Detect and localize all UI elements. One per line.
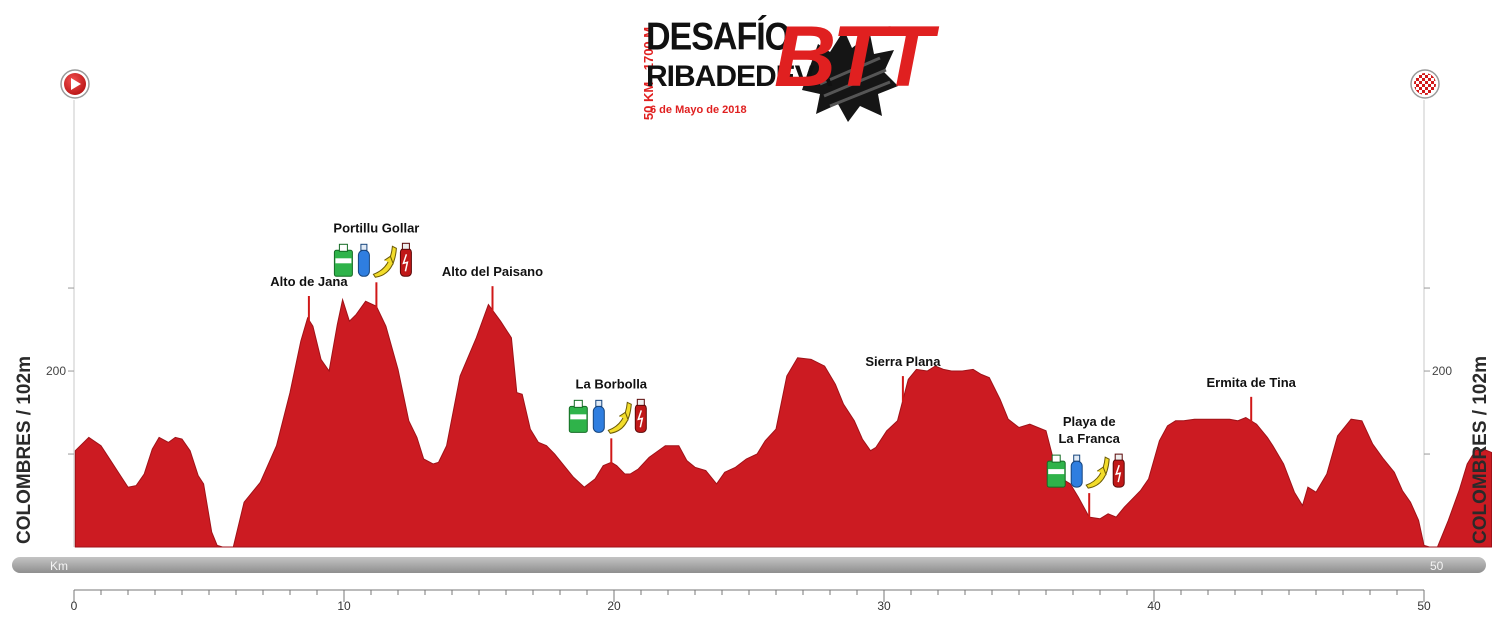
waypoint-label: Playa de <box>1063 414 1116 429</box>
waypoint-alto-de-jana: Alto de Jana <box>270 274 348 322</box>
waypoint-playa-de-la-franca: Playa de La Franca <box>1046 414 1125 520</box>
play-start-icon <box>60 69 90 99</box>
waypoint-label: Portillu Gollar <box>333 220 419 235</box>
waypoint-label: La Franca <box>1058 431 1120 446</box>
waypoint-sierra-plana: Sierra Plana <box>865 354 941 403</box>
isotonic-drink-icon <box>333 243 353 277</box>
waypoint-label: Ermita de Tina <box>1207 375 1297 390</box>
banana-icon <box>1085 456 1110 489</box>
x-tick-label: 40 <box>1147 599 1161 613</box>
event-logo: 50 KM - 1700 M DESAFÍO RIBADEDEVA 6 de M… <box>620 9 933 126</box>
km-bar-right-label: 50 <box>1430 559 1444 573</box>
checkered-flag-icon <box>1410 69 1440 99</box>
waypoint-portillu-gollar: Portillu Gollar <box>333 220 419 309</box>
isotonic-drink-icon <box>568 399 588 433</box>
x-tick-label: 50 <box>1417 599 1431 613</box>
x-tick-label: 20 <box>607 599 621 613</box>
logo-acronym: BTT <box>774 9 933 105</box>
x-tick-label: 30 <box>877 599 891 613</box>
waypoint-label: Sierra Plana <box>865 354 941 369</box>
x-tick-label: 10 <box>337 599 351 613</box>
logo-title-line2: RIBADEDEVA <box>646 60 833 93</box>
water-bottle-icon <box>1070 454 1083 488</box>
y-tick-label-right: 200 <box>1432 364 1452 378</box>
banana-icon <box>607 401 632 434</box>
energy-drink-icon <box>1112 453 1125 488</box>
waypoint-label: Alto del Paisano <box>442 264 543 279</box>
water-bottle-icon <box>592 399 605 433</box>
y-tick-label-left: 200 <box>46 364 66 378</box>
x-tick-label: 0 <box>71 599 78 613</box>
waypoint-alto-del-paisano: Alto del Paisano <box>442 264 543 313</box>
start-location-label: COLOMBRES / 102m <box>14 356 35 544</box>
km-bar-left-label: Km <box>50 559 68 573</box>
isotonic-drink-icon <box>1046 454 1066 488</box>
waypoint-label: Alto de Jana <box>270 274 348 289</box>
waypoint-la-borbolla: La Borbolla <box>568 376 648 465</box>
energy-drink-icon <box>399 242 412 277</box>
finish-location-label: COLOMBRES / 102m <box>1470 356 1491 544</box>
elevation-area <box>74 297 1492 548</box>
logo-title-line1: DESAFÍO <box>646 15 791 59</box>
waypoint-ermita-de-tina: Ermita de Tina <box>1207 375 1297 423</box>
km-bar <box>12 557 1486 573</box>
banana-icon <box>372 245 397 278</box>
tire-splat-graphic <box>802 30 898 122</box>
water-bottle-icon <box>357 243 370 277</box>
energy-drink-icon <box>634 398 647 433</box>
logo-date: 6 de Mayo de 2018 <box>650 104 747 116</box>
waypoint-label: La Borbolla <box>576 376 648 391</box>
